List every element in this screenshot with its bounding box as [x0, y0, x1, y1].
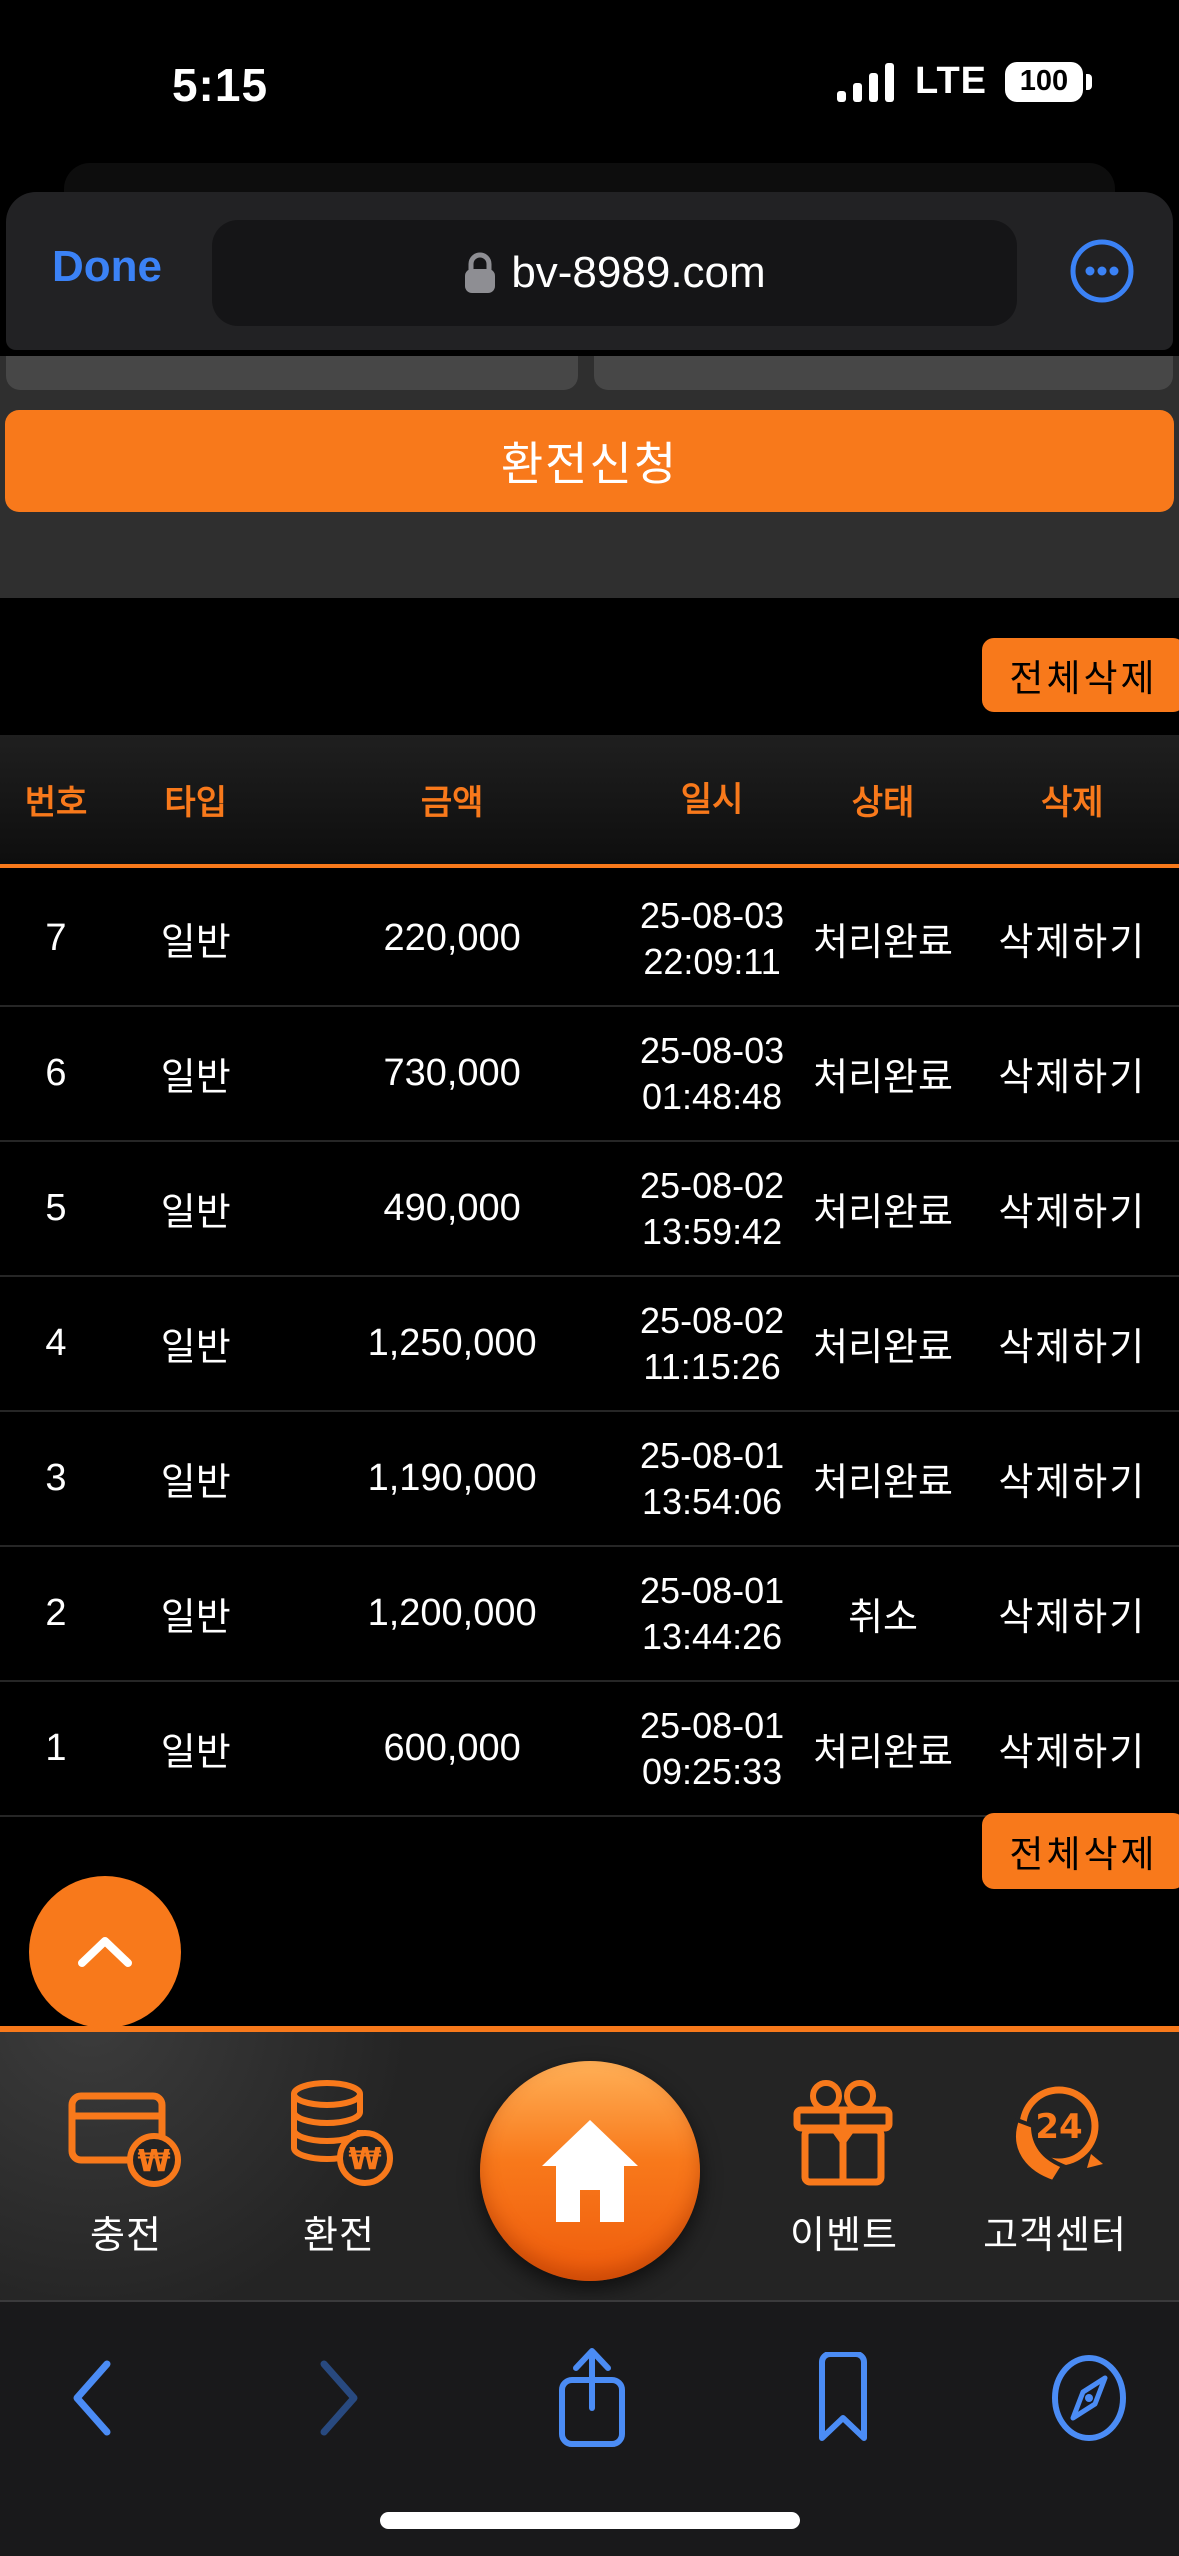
nav-label-exchange: 환전: [303, 2215, 375, 2257]
bottom-navigation: ₩ 충전 ₩ 환전: [0, 2032, 1179, 2300]
col-header-date: 일시: [680, 780, 744, 819]
table-row: 2 일반 1,200,000 25-08-01 13:44:26 취소 삭제하기: [0, 1547, 1179, 1682]
col-header-type: 타입: [164, 784, 227, 822]
share-button[interactable]: [532, 2338, 652, 2458]
nav-label-deposit: 충전: [90, 2215, 162, 2257]
nav-home-button[interactable]: [480, 2061, 700, 2281]
url-field[interactable]: bv-8989.com: [212, 220, 1017, 326]
table-row: 5 일반 490,000 25-08-02 13:59:42 처리완료 삭제하기: [0, 1142, 1179, 1277]
col-header-no: 번호: [24, 784, 88, 822]
nav-item-exchange[interactable]: ₩ 환전: [229, 2032, 449, 2259]
share-icon: [559, 2348, 625, 2447]
delete-all-button-bottom[interactable]: 전체삭제: [982, 1813, 1179, 1889]
coins-won-icon: ₩: [291, 2080, 393, 2186]
nav-item-deposit[interactable]: ₩ 충전: [16, 2032, 236, 2259]
more-options-button[interactable]: [1069, 238, 1135, 304]
back-button[interactable]: [32, 2338, 152, 2458]
status-cell: 처리완료: [813, 1732, 953, 1774]
ellipsis-circle-icon: [1070, 239, 1134, 303]
gift-icon: [793, 2080, 893, 2186]
delete-all-button-top[interactable]: 전체삭제: [982, 638, 1179, 712]
battery-percent: 100: [1019, 65, 1069, 97]
delete-row-button[interactable]: 삭제하기: [998, 1597, 1147, 1639]
nav-label-events: 이벤트: [790, 2215, 898, 2257]
battery-icon: 100: [1005, 61, 1092, 102]
network-type-label: LTE: [915, 60, 987, 102]
nav-label-customer-service: 고객센터: [983, 2215, 1127, 2257]
status-bar: 5:15 LTE 100: [0, 0, 1179, 111]
col-header-amount: 금액: [420, 784, 484, 822]
nav-item-events[interactable]: 이벤트: [734, 2032, 954, 2259]
col-header-status: 상태: [851, 784, 915, 822]
phone-24-badge: 24: [1035, 2107, 1082, 2147]
status-cell: 처리완료: [813, 1192, 953, 1234]
table-row: 1 일반 600,000 25-08-01 09:25:33 처리완료 삭제하기: [0, 1682, 1179, 1817]
col-header-delete: 삭제: [1040, 784, 1104, 822]
status-cell: 취소: [848, 1597, 918, 1639]
card-won-icon: ₩: [68, 2092, 181, 2187]
lock-icon: [465, 252, 496, 293]
table-row: 6 일반 730,000 25-08-03 01:48:48 처리완료 삭제하기: [0, 1007, 1179, 1142]
table-body: 7 일반 220,000 25-08-03 22:09:11 처리완료 삭제하기 …: [0, 872, 1179, 1817]
exchange-request-button[interactable]: 환전신청: [5, 410, 1174, 512]
table-row: 4 일반 1,250,000 25-08-02 11:15:26 처리완료 삭제하…: [0, 1277, 1179, 1412]
bookmark-icon: [819, 2352, 867, 2441]
chevron-up-icon: [78, 1937, 132, 1967]
background-card: [64, 163, 1115, 193]
table-header: 번호 타입 금액 일시 상태 삭제: [0, 735, 1179, 868]
compass-icon: [1052, 2355, 1126, 2441]
delete-row-button[interactable]: 삭제하기: [998, 1057, 1147, 1099]
safari-url-bar: Done bv-8989.com: [6, 192, 1173, 350]
delete-row-button[interactable]: 삭제하기: [998, 1732, 1147, 1774]
scroll-to-top-button[interactable]: [29, 1876, 181, 2028]
delete-row-button[interactable]: 삭제하기: [998, 1462, 1147, 1504]
delete-row-button[interactable]: 삭제하기: [998, 1192, 1147, 1234]
url-text: bv-8989.com: [511, 248, 766, 297]
home-indicator[interactable]: [380, 2512, 800, 2529]
status-cell: 처리완료: [813, 922, 953, 964]
status-cell: 처리완료: [813, 1462, 953, 1504]
nav-item-customer-service[interactable]: 24 고객센터: [945, 2032, 1165, 2259]
exchange-form-section: 환전신청: [0, 356, 1179, 598]
table-row: 7 일반 220,000 25-08-03 22:09:11 처리완료 삭제하기: [0, 872, 1179, 1007]
phone-24-icon: 24: [1012, 2086, 1103, 2185]
delete-row-button[interactable]: 삭제하기: [998, 1327, 1147, 1369]
status-cell: 처리완료: [813, 1057, 953, 1099]
home-icon: [542, 2120, 638, 2222]
form-button-left[interactable]: [6, 356, 578, 390]
status-cell: 처리완료: [813, 1327, 953, 1369]
bookmarks-button[interactable]: [783, 2338, 903, 2458]
chevron-right-icon: [320, 2360, 358, 2436]
signal-strength-icon: [837, 62, 895, 102]
svg-text:₩: ₩: [348, 2142, 381, 2177]
delete-row-button[interactable]: 삭제하기: [998, 922, 1147, 964]
chevron-left-icon: [73, 2360, 111, 2436]
form-button-right[interactable]: [594, 356, 1173, 390]
done-button[interactable]: Done: [52, 242, 162, 291]
table-row: 3 일반 1,190,000 25-08-01 13:54:06 처리완료 삭제하…: [0, 1412, 1179, 1547]
nav-top-border: [0, 2026, 1179, 2032]
status-time: 5:15: [171, 59, 269, 111]
svg-text:₩: ₩: [137, 2144, 170, 2179]
forward-button[interactable]: [279, 2338, 399, 2458]
open-in-safari-button[interactable]: [1029, 2338, 1149, 2458]
